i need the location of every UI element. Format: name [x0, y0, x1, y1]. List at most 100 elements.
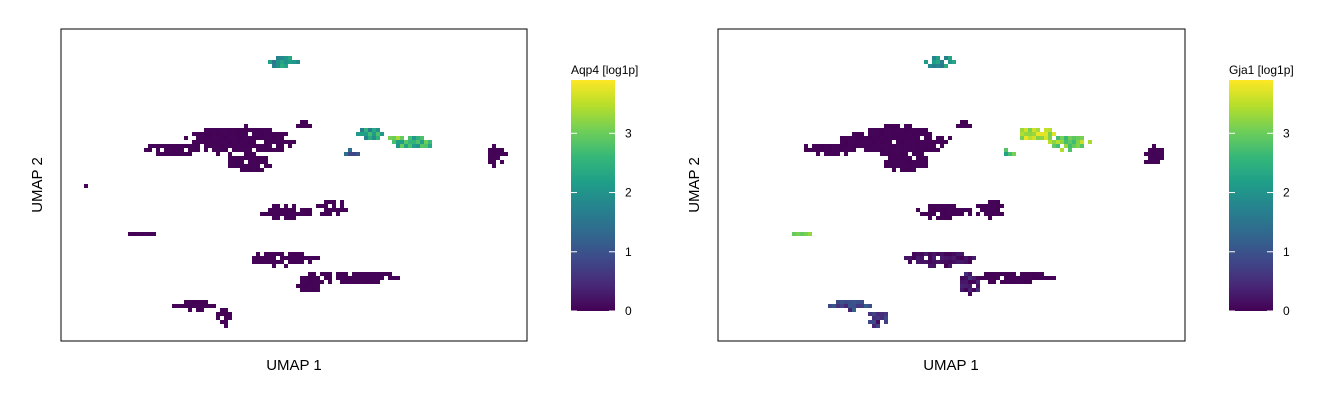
- point: [364, 276, 368, 280]
- point: [848, 304, 852, 308]
- point: [940, 216, 944, 220]
- point: [192, 304, 196, 308]
- point: [148, 148, 152, 152]
- plot-frame-aqp4: [60, 28, 528, 342]
- point: [240, 156, 244, 160]
- point: [192, 132, 196, 136]
- point: [904, 164, 908, 168]
- point: [848, 148, 852, 152]
- point: [1080, 144, 1084, 148]
- point: [184, 304, 188, 308]
- point: [292, 256, 296, 260]
- point: [264, 148, 268, 152]
- point: [324, 276, 328, 280]
- point: [260, 260, 264, 264]
- point: [492, 160, 496, 164]
- point: [420, 144, 424, 148]
- point: [228, 164, 232, 168]
- point: [380, 272, 384, 276]
- point: [920, 260, 924, 264]
- point: [904, 156, 908, 160]
- point: [908, 168, 912, 172]
- point: [904, 124, 908, 128]
- point: [884, 124, 888, 128]
- point: [884, 140, 888, 144]
- point: [1004, 276, 1008, 280]
- point: [292, 252, 296, 256]
- point: [1000, 272, 1004, 276]
- point: [248, 164, 252, 168]
- point: [920, 152, 924, 156]
- point: [924, 260, 928, 264]
- point: [180, 152, 184, 156]
- point: [360, 132, 364, 136]
- point: [936, 260, 940, 264]
- point: [168, 144, 172, 148]
- point: [992, 204, 996, 208]
- point: [876, 324, 880, 328]
- point: [924, 212, 928, 216]
- point: [228, 132, 232, 136]
- point: [892, 168, 896, 172]
- point: [280, 256, 284, 260]
- point: [1008, 276, 1012, 280]
- point: [884, 136, 888, 140]
- point: [148, 232, 152, 236]
- point: [884, 164, 888, 168]
- point: [260, 212, 264, 216]
- point: [852, 308, 856, 312]
- point: [280, 60, 284, 64]
- point: [1048, 136, 1052, 140]
- point: [940, 144, 944, 148]
- point: [500, 148, 504, 152]
- point: [1004, 148, 1008, 152]
- point: [276, 132, 280, 136]
- point: [256, 256, 260, 260]
- point: [488, 156, 492, 160]
- point: [360, 272, 364, 276]
- point: [984, 208, 988, 212]
- point: [256, 148, 260, 152]
- point: [324, 204, 328, 208]
- point: [1024, 280, 1028, 284]
- point: [884, 132, 888, 136]
- point: [964, 284, 968, 288]
- point: [1148, 152, 1152, 156]
- point: [1064, 144, 1068, 148]
- point: [928, 216, 932, 220]
- point: [248, 160, 252, 164]
- point: [336, 208, 340, 212]
- point: [832, 144, 836, 148]
- point: [324, 272, 328, 276]
- point: [892, 136, 896, 140]
- point: [248, 156, 252, 160]
- point: [196, 144, 200, 148]
- point: [304, 256, 308, 260]
- point: [252, 168, 256, 172]
- point: [200, 304, 204, 308]
- point: [940, 64, 944, 68]
- point: [932, 144, 936, 148]
- point: [376, 272, 380, 276]
- point: [984, 276, 988, 280]
- point: [1056, 140, 1060, 144]
- point: [352, 280, 356, 284]
- point: [348, 152, 352, 156]
- point: [852, 136, 856, 140]
- point: [844, 140, 848, 144]
- point: [248, 128, 252, 132]
- point: [296, 60, 300, 64]
- point: [156, 144, 160, 148]
- point: [284, 56, 288, 60]
- point: [272, 132, 276, 136]
- point: [388, 136, 392, 140]
- point: [996, 272, 1000, 276]
- point: [280, 208, 284, 212]
- point: [260, 148, 264, 152]
- point: [316, 280, 320, 284]
- point: [1156, 156, 1160, 160]
- point: [1048, 132, 1052, 136]
- point: [872, 312, 876, 316]
- point: [924, 136, 928, 140]
- point: [180, 304, 184, 308]
